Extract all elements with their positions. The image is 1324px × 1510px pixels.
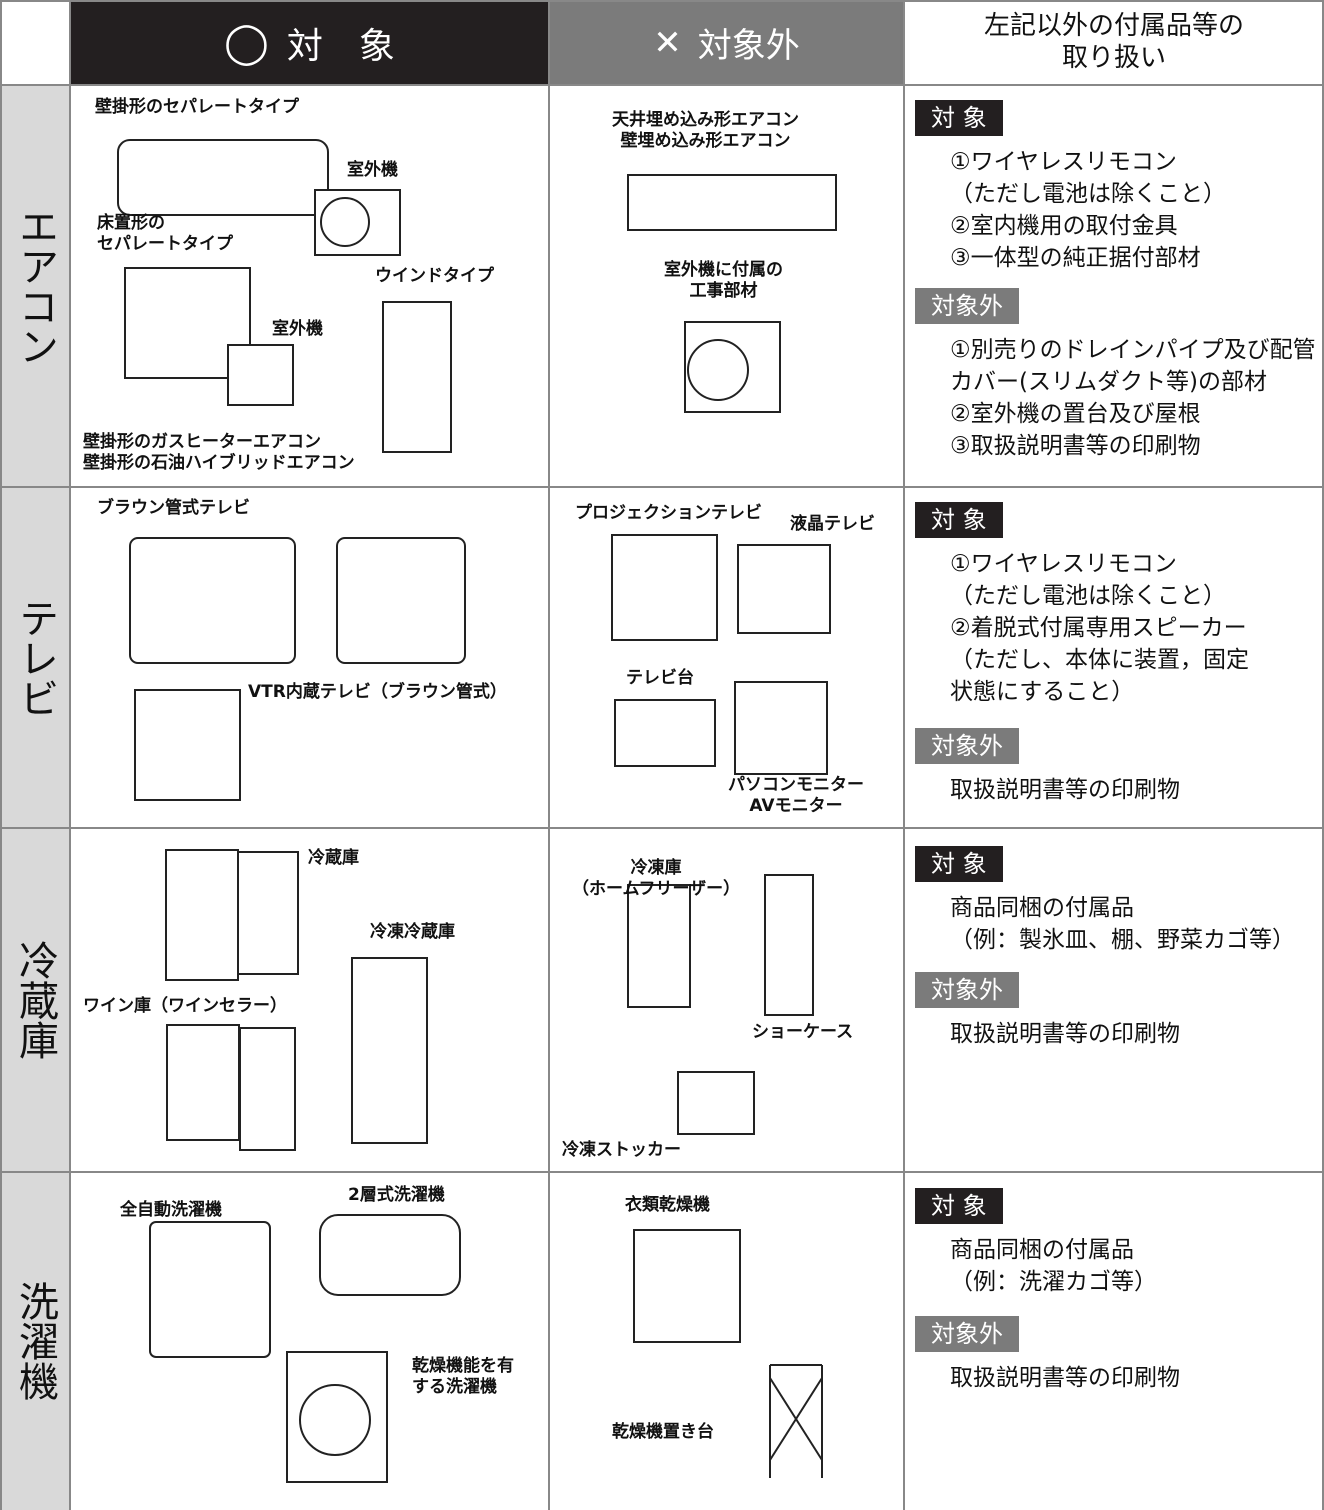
included-item-label: 冷凍冷蔵庫 — [370, 922, 455, 942]
included-item-label: 壁掛形のガスヒーターエアコン 壁掛形の石油ハイブリッドエアコン — [83, 432, 355, 473]
illustrations — [117, 139, 837, 1483]
header-excluded-mark: ✕ — [653, 22, 682, 63]
excluded-item-label: 液晶テレビ — [790, 514, 875, 534]
included-accessory: 商品同梱の付属品 — [950, 1237, 1134, 1263]
excluded-item-label: ショーケース — [752, 1022, 854, 1042]
included-item-label: ワイン庫（ワインセラー） — [83, 996, 287, 1016]
included-accessory: ③一体型の純正据付部材 — [950, 245, 1201, 271]
row-label-bg — [0, 85, 70, 1510]
excluded-item-label: 冷凍庫 （ホームフリーザー） — [572, 858, 741, 899]
header-excluded-text: 対象外 — [697, 26, 800, 66]
included-accessory: （例：製氷皿、棚、野菜カゴ等） — [950, 927, 1295, 953]
excluded-item-label: 衣類乾燥機 — [625, 1195, 710, 1215]
header-included: ◯ 対 象 — [70, 0, 549, 85]
excluded-tag: 対象外 — [915, 288, 1019, 324]
included-accessory: ①ワイヤレスリモコン — [950, 149, 1177, 175]
excluded-accessory: ①別売りのドレインパイプ及び配管 — [950, 337, 1316, 363]
included-accessory: （例：洗濯カゴ等） — [950, 1269, 1157, 1295]
included-accessory: （ただし電池は除くこと） — [950, 181, 1226, 207]
included-accessory: （ただし電池は除くこと） — [950, 583, 1226, 609]
header-excluded: ✕ 対象外 — [549, 0, 904, 85]
excluded-item-label: 乾燥機置き台 — [612, 1422, 714, 1442]
included-tag: 対 象 — [915, 502, 1003, 538]
included-item-label: 壁掛形のセパレートタイプ — [95, 97, 299, 117]
excluded-accessory: 取扱説明書等の印刷物 — [950, 1365, 1180, 1391]
excluded-accessory: ③取扱説明書等の印刷物 — [950, 433, 1201, 459]
excluded-tag: 対象外 — [915, 728, 1019, 764]
included-item-label: 全自動洗濯機 — [120, 1200, 222, 1220]
header-included-text: 対 象 — [286, 25, 395, 67]
included-item-label: 2層式洗濯機 — [348, 1185, 445, 1205]
included-tag: 対 象 — [915, 100, 1003, 136]
excluded-accessory: カバー(スリムダクト等)の部材 — [950, 369, 1267, 395]
header-included-mark: ◯ — [224, 19, 269, 66]
included-item-label: 室外機 — [272, 319, 323, 339]
excluded-accessory: 取扱説明書等の印刷物 — [950, 1021, 1180, 1047]
included-accessory: （ただし、本体に装置，固定 — [950, 647, 1249, 673]
excluded-accessory: 取扱説明書等の印刷物 — [950, 777, 1180, 803]
included-item-label: 乾燥機能を有 する洗濯機 — [412, 1356, 514, 1397]
included-item-label: 床置形の セパレートタイプ — [97, 213, 233, 254]
row-label: エアコン — [12, 206, 58, 366]
included-item-label: ウインドタイプ — [375, 266, 494, 286]
header-others: 左記以外の付属品等の 取り扱い — [983, 11, 1244, 73]
header-excluded-bg — [549, 0, 904, 85]
header-included-bg — [70, 0, 549, 85]
included-accessory: 状態にすること） — [950, 679, 1135, 705]
included-item-label: VTR内蔵テレビ（ブラウン管式） — [248, 682, 507, 702]
included-item-label: ブラウン管式テレビ — [97, 498, 250, 518]
excluded-accessory: ②室外機の置台及び屋根 — [950, 401, 1201, 427]
row-label: 冷蔵庫 — [12, 940, 58, 1060]
included-item-label: 室外機 — [347, 160, 398, 180]
included-accessory: ①ワイヤレスリモコン — [950, 551, 1177, 577]
row-label: 洗濯機 — [12, 1281, 58, 1401]
included-item-label: 冷蔵庫 — [308, 848, 359, 868]
included-accessory: ②着脱式付属専用スピーカー — [950, 615, 1247, 641]
included-tag: 対 象 — [915, 846, 1003, 882]
row-label: テレビ — [12, 597, 58, 718]
excluded-item-label: プロジェクションテレビ — [575, 503, 762, 523]
excluded-item-label: 天井埋め込み形エアコン 壁埋め込み形エアコン — [612, 110, 799, 151]
excluded-item-label: 冷凍ストッカー — [562, 1140, 681, 1160]
included-accessory: ②室内機用の取付金具 — [950, 213, 1178, 239]
excluded-tag: 対象外 — [915, 972, 1019, 1008]
included-accessory: 商品同梱の付属品 — [950, 895, 1134, 921]
included-tag: 対 象 — [915, 1188, 1003, 1224]
excluded-item-label: 室外機に付属の 工事部材 — [664, 260, 783, 301]
excluded-item-label: パソコンモニター AVモニター — [728, 775, 864, 816]
excluded-item-label: テレビ台 — [626, 668, 694, 688]
excluded-tag: 対象外 — [915, 1316, 1019, 1352]
